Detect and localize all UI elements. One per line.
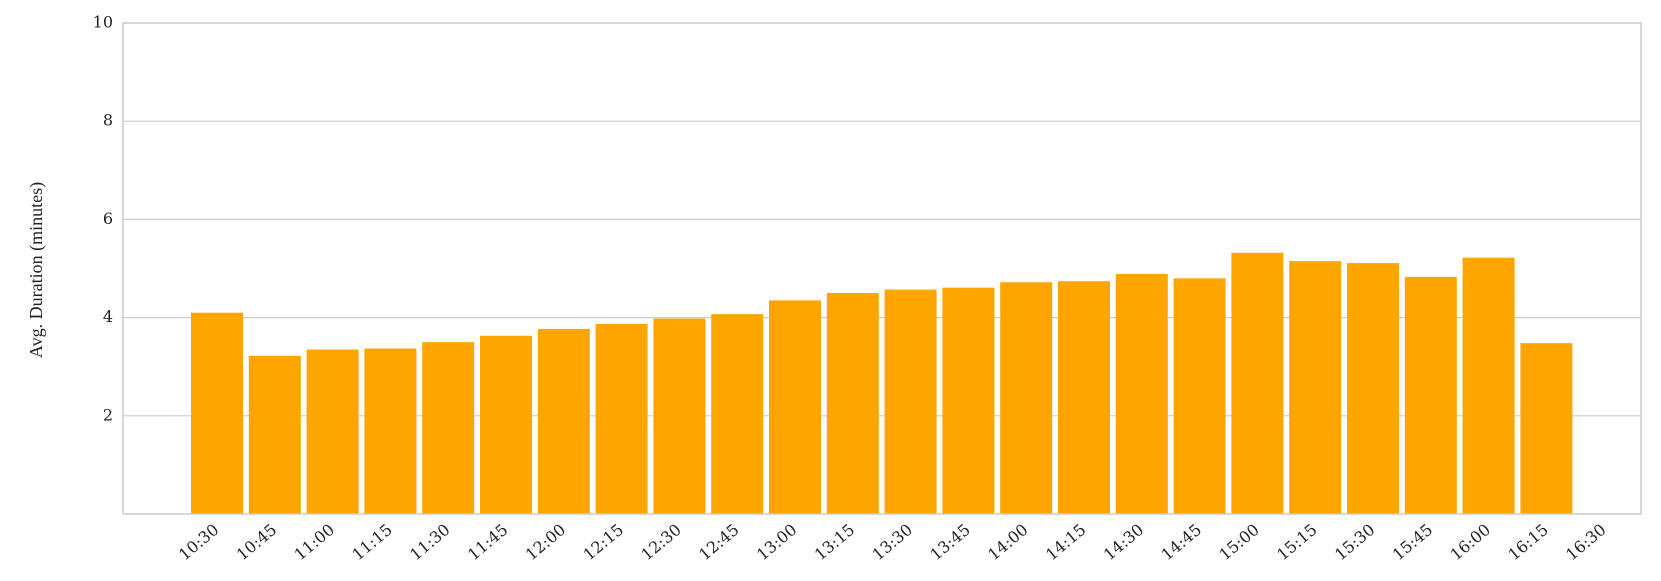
x-tick-label: 14:30 — [1100, 520, 1148, 564]
y-tick-label: 6 — [103, 209, 113, 228]
y-tick-label: 10 — [93, 13, 113, 32]
x-tick-label: 12:15 — [580, 520, 628, 564]
y-tick-label: 4 — [103, 307, 113, 326]
x-tick-label: 14:00 — [984, 520, 1032, 564]
x-tick-label: 13:45 — [926, 520, 974, 564]
bar — [653, 318, 706, 514]
bar — [422, 342, 475, 514]
bar — [769, 300, 821, 514]
x-tick-label: 10:45 — [233, 520, 281, 564]
x-tick-label: 12:00 — [522, 520, 570, 564]
x-tick-label: 16:15 — [1504, 520, 1552, 564]
x-tick-label: 16:30 — [1562, 520, 1610, 564]
x-tick-label: 15:30 — [1331, 520, 1379, 564]
bar — [884, 289, 937, 514]
x-tick-label: 15:00 — [1215, 520, 1263, 564]
bar — [1115, 273, 1168, 514]
x-tick-label: 16:00 — [1447, 520, 1495, 564]
bar — [942, 287, 995, 514]
y-tick-label: 2 — [103, 405, 113, 424]
bar — [1000, 282, 1053, 514]
x-tick-label: 14:15 — [1042, 520, 1090, 564]
x-tick-label: 15:15 — [1273, 520, 1321, 564]
y-tick-label: 8 — [103, 111, 113, 130]
bar — [537, 328, 590, 514]
bar — [1058, 281, 1110, 514]
x-tick-label: 11:45 — [464, 520, 512, 564]
bar — [1231, 252, 1284, 514]
x-tick-label: 14:45 — [1158, 520, 1206, 564]
bar — [248, 355, 301, 514]
bar — [1173, 278, 1226, 514]
bar — [364, 348, 417, 514]
x-tick-label: 12:45 — [695, 520, 743, 564]
bar — [480, 335, 532, 514]
bar — [1404, 276, 1457, 514]
bar — [191, 312, 243, 514]
x-tick-label: 11:15 — [348, 520, 396, 564]
bar — [1462, 257, 1515, 514]
bar — [1347, 263, 1399, 514]
bar — [1520, 343, 1573, 514]
x-tick-label: 11:30 — [406, 520, 454, 564]
bar — [711, 314, 764, 514]
bar — [826, 293, 879, 514]
x-tick-label: 13:15 — [811, 520, 859, 564]
bar — [306, 349, 359, 514]
bar — [595, 323, 648, 514]
plot-frame — [122, 22, 1642, 515]
x-tick-label: 15:45 — [1389, 520, 1437, 564]
x-tick-label: 10:30 — [175, 520, 223, 564]
x-tick-label: 12:30 — [637, 520, 685, 564]
x-tick-label: 13:30 — [869, 520, 917, 564]
y-axis-label: Avg. Duration (minutes) — [26, 182, 47, 358]
x-tick-label: 13:00 — [753, 520, 801, 564]
x-tick-label: 11:00 — [291, 520, 339, 564]
bar — [1289, 261, 1342, 514]
